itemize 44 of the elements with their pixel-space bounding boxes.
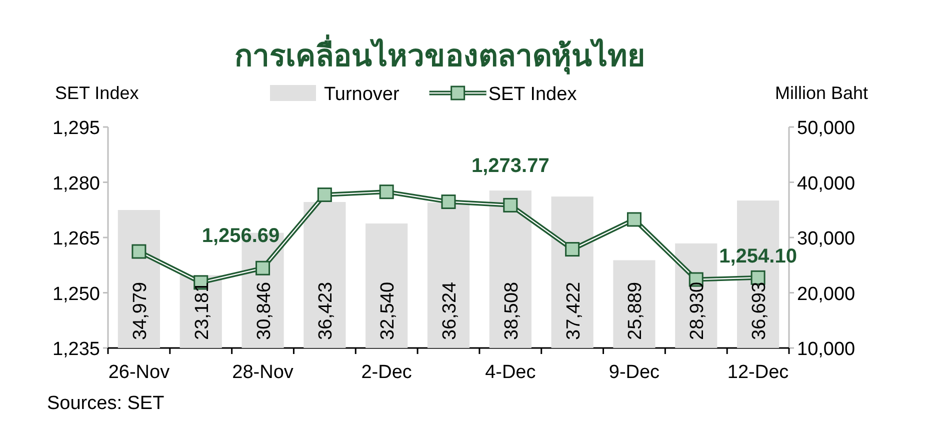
data-label: 28,930: [687, 282, 708, 340]
y-tick-label: 1,295: [52, 118, 100, 139]
point: [503, 198, 518, 212]
y2-tick-label: 10,000: [797, 339, 856, 360]
y-tick-label: 1,265: [52, 228, 100, 250]
point: [441, 194, 456, 210]
data-label: 25,889: [625, 282, 646, 340]
point: [626, 212, 642, 227]
data-label: 23,181: [192, 282, 213, 340]
data-label: 36,423: [316, 282, 337, 340]
data-label: 1,273.77: [471, 155, 550, 178]
x-tick-label: 4-Dec: [485, 362, 536, 383]
data-label: 30,846: [254, 282, 275, 340]
y2-axis-title: Million Baht: [774, 83, 868, 103]
point: [379, 184, 394, 200]
x-tick-label: 26-Nov: [108, 362, 170, 383]
y-tick-label: 1,250: [52, 284, 100, 305]
point: [317, 188, 332, 202]
point: [256, 260, 270, 276]
x-tick-label: 12-Dec: [727, 362, 789, 383]
y-tick-label: 1,280: [52, 173, 100, 194]
source-note: Sources: SET: [47, 393, 165, 414]
y2-tick-label: 50,000: [797, 118, 856, 139]
x-tick-label: 2-Dec: [361, 362, 412, 383]
legend-label: SET Index: [488, 84, 578, 105]
y-axis-title: SET Index: [55, 83, 139, 103]
data-label: 38,508: [501, 282, 522, 340]
x-tick-label: 9-Dec: [608, 362, 660, 383]
data-label: 34,979: [130, 282, 151, 340]
x-tick-label: 28-Nov: [232, 362, 294, 383]
y2-tick-label: 20,000: [797, 284, 856, 305]
y2-tick-label: 40,000: [797, 173, 856, 194]
y-tick-label: 1,235: [52, 339, 100, 360]
data-label: 36,324: [440, 281, 460, 340]
y2-tick-label: 30,000: [797, 228, 856, 250]
data-label: 1,256.69: [202, 225, 280, 248]
legend-label: Turnover: [324, 84, 400, 105]
data-label: 37,422: [563, 282, 584, 340]
data-label: 36,693: [749, 282, 770, 340]
data-label: 1,254.10: [719, 246, 797, 268]
chart-title: การเคลื่อนไหวของตลาดหุ้นไทย: [234, 34, 646, 75]
point: [132, 244, 146, 259]
data-label: 32,540: [378, 282, 399, 340]
point: [565, 242, 580, 257]
